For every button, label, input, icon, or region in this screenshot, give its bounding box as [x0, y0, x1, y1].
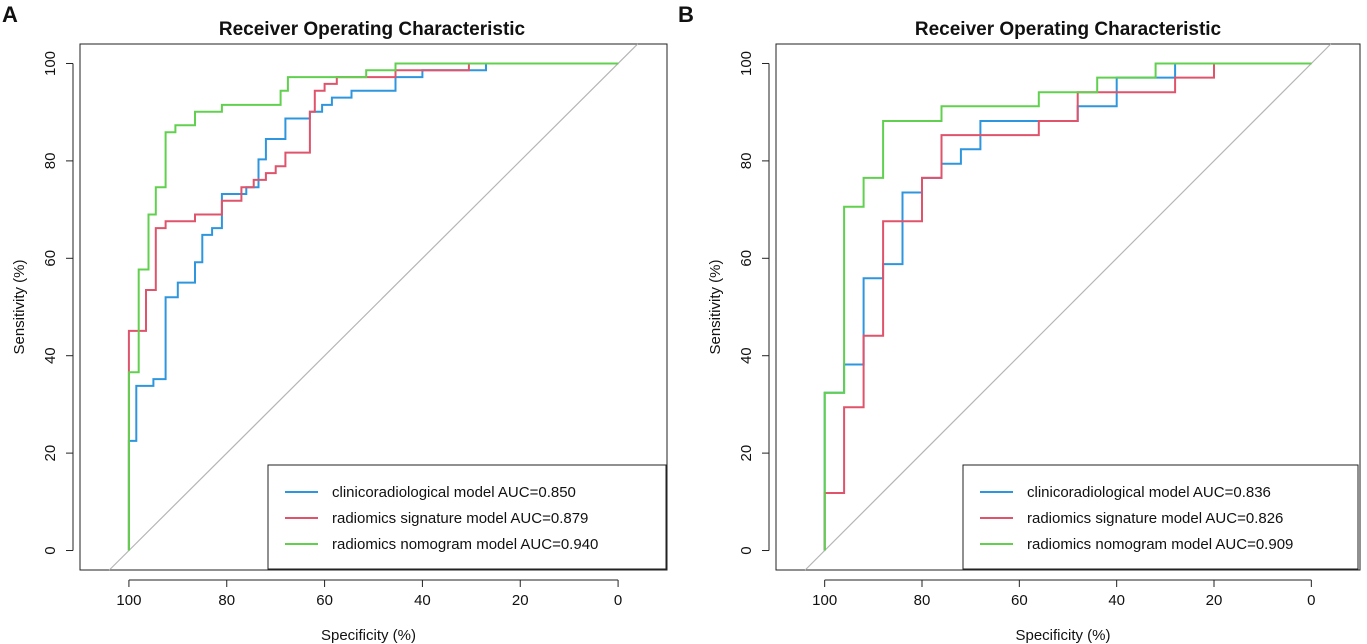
panel-b-y-tick-label: 60 — [738, 250, 755, 267]
panel-a-diagonal-reference — [108, 43, 639, 571]
panel-a-title: Receiver Operating Characteristic — [219, 19, 526, 40]
panel-b-y-tick-label: 80 — [738, 153, 755, 170]
panel-b-y-tick-label: 0 — [738, 546, 755, 554]
panel-a-y-tick-label: 40 — [42, 347, 59, 364]
panel-a-letter: A — [2, 2, 18, 27]
panel-a-y-tick-label: 80 — [42, 153, 59, 170]
panel-b-roc-curve-radiomics-signature-model — [823, 62, 1312, 551]
panel-b-letter: B — [678, 2, 694, 27]
panel-b-x-tick-label: 80 — [914, 592, 931, 609]
panel-a-x-tick-label: 100 — [116, 592, 141, 609]
panel-a-x-tick-label: 0 — [614, 592, 622, 609]
panel-b-x-tick-label: 100 — [812, 592, 837, 609]
panel-b-legend-label: radiomics signature model AUC=0.826 — [1027, 510, 1283, 527]
panel-b-legend-label: radiomics nomogram model AUC=0.909 — [1027, 536, 1293, 553]
panel-b-y-axis-label: Sensitivity (%) — [707, 259, 724, 354]
panel-a: A Receiver Operating Characteristic 100 8… — [2, 2, 668, 644]
panel-b-x-axis-label: Specificity (%) — [1015, 627, 1110, 644]
panel-b-x-tick-label: 20 — [1206, 592, 1223, 609]
panel-a-roc-curve-radiomics-signature-model — [127, 62, 619, 551]
panel-a-plot-frame — [79, 43, 668, 571]
panel-a-x-axis-label: Specificity (%) — [321, 627, 416, 644]
panel-b-y-tick-label: 40 — [738, 347, 755, 364]
panel-a-x-tick-label: 20 — [512, 592, 529, 609]
panel-b-y-tick-label: 100 — [738, 51, 755, 76]
panel-a-y-tick-label: 60 — [42, 250, 59, 267]
panel-a-y-axis-label: Sensitivity (%) — [11, 259, 28, 354]
panel-b-diagonal-reference — [804, 43, 1332, 571]
panel-a-x-tick-label: 60 — [316, 592, 333, 609]
panel-a-legend-label: radiomics signature model AUC=0.879 — [332, 510, 588, 527]
panel-b-x-tick-label: 60 — [1011, 592, 1028, 609]
panel-b: B Receiver Operating Characteristic 100 8… — [678, 2, 1361, 644]
panel-a-legend: clinicoradiological model AUC=0.850 radio… — [267, 464, 667, 570]
panel-a-y-tick-label: 0 — [42, 546, 59, 554]
panel-a-roc-curve-radiomics-nomogram-model — [127, 62, 619, 551]
panel-b-roc-curve-radiomics-nomogram-model — [823, 62, 1312, 551]
panel-b-title: Receiver Operating Characteristic — [915, 19, 1222, 40]
panel-b-x-tick-label: 0 — [1307, 592, 1315, 609]
panel-a-legend-label: clinicoradiological model AUC=0.850 — [332, 484, 576, 501]
panel-a-x-tick-label: 80 — [218, 592, 235, 609]
panel-b-legend-label: clinicoradiological model AUC=0.836 — [1027, 484, 1271, 501]
panel-a-y-tick-label: 20 — [42, 445, 59, 462]
panel-b-legend-box — [962, 464, 1359, 570]
panel-b-y-tick-label: 20 — [738, 445, 755, 462]
panel-a-x-tick-label: 40 — [414, 592, 431, 609]
panel-a-legend-box — [267, 464, 667, 570]
panel-a-legend-label: radiomics nomogram model AUC=0.940 — [332, 536, 598, 553]
panel-a-roc-curve-clinicoradiological-model — [127, 62, 619, 551]
panel-a-y-tick-label: 100 — [42, 51, 59, 76]
panel-b-legend: clinicoradiological model AUC=0.836 radio… — [962, 464, 1359, 570]
panel-b-x-tick-label: 40 — [1108, 592, 1125, 609]
panel-b-plot-frame — [775, 43, 1361, 571]
